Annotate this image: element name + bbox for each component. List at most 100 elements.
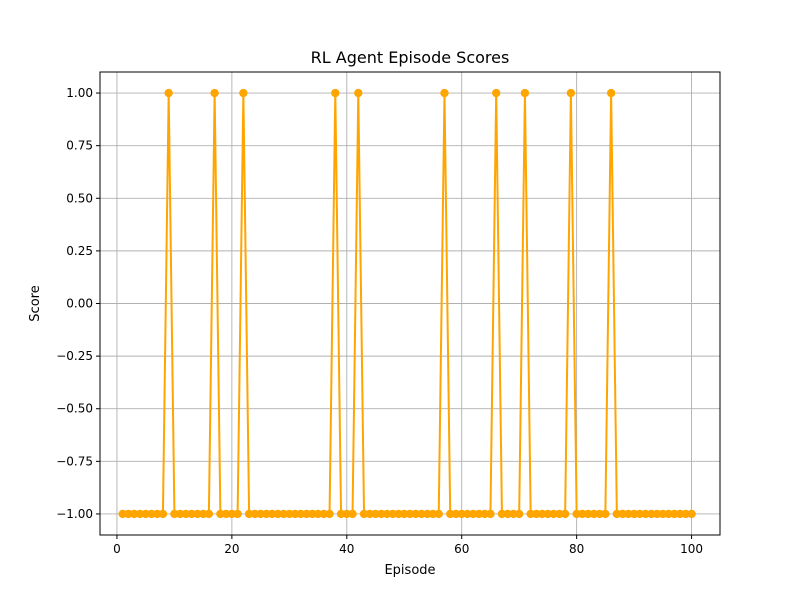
data-point bbox=[491, 88, 501, 98]
data-point bbox=[486, 509, 495, 519]
data-point bbox=[537, 509, 547, 519]
data-point bbox=[216, 509, 225, 519]
data-point bbox=[204, 509, 214, 519]
data-point bbox=[589, 509, 599, 519]
data-point bbox=[181, 509, 191, 519]
data-point bbox=[308, 509, 317, 519]
data-point bbox=[394, 509, 403, 519]
data-point bbox=[175, 509, 185, 519]
data-point bbox=[198, 509, 208, 519]
data-point bbox=[514, 509, 524, 519]
x-tick-label: 60 bbox=[454, 542, 469, 556]
data-point bbox=[233, 509, 242, 519]
x-tick-label: 100 bbox=[680, 542, 703, 556]
data-point bbox=[606, 88, 616, 98]
data-point bbox=[463, 509, 472, 519]
data-point bbox=[135, 509, 145, 519]
data-point bbox=[601, 509, 610, 519]
y-axis-label: Score bbox=[28, 285, 43, 321]
data-point bbox=[440, 88, 449, 98]
y-tick-label: 0.75 bbox=[66, 139, 93, 153]
data-point bbox=[359, 509, 369, 519]
data-point bbox=[141, 509, 150, 519]
data-point bbox=[152, 509, 162, 519]
data-point bbox=[629, 509, 639, 519]
y-tick-label: −0.50 bbox=[56, 402, 93, 416]
y-tick-label: 0.50 bbox=[66, 191, 93, 205]
data-point bbox=[256, 509, 265, 519]
data-point bbox=[210, 88, 219, 98]
data-point bbox=[417, 509, 426, 519]
data-point bbox=[578, 509, 587, 519]
data-point bbox=[371, 509, 380, 519]
data-point bbox=[187, 509, 196, 519]
data-point bbox=[457, 509, 466, 519]
data-point bbox=[532, 509, 541, 519]
data-point bbox=[543, 509, 553, 519]
data-point bbox=[382, 509, 392, 519]
data-point bbox=[451, 509, 461, 519]
y-tick-label: 0.00 bbox=[66, 297, 93, 311]
data-point bbox=[377, 509, 386, 519]
data-point bbox=[400, 509, 409, 519]
data-point bbox=[262, 509, 271, 519]
data-point bbox=[342, 509, 351, 519]
data-point bbox=[296, 509, 306, 519]
y-tick-label: −1.00 bbox=[56, 507, 93, 521]
data-point bbox=[583, 509, 593, 519]
data-point bbox=[170, 509, 179, 519]
data-point bbox=[118, 509, 127, 519]
data-point bbox=[348, 509, 357, 519]
data-point bbox=[319, 509, 329, 519]
data-point bbox=[647, 509, 656, 519]
data-point bbox=[354, 88, 363, 98]
data-point bbox=[560, 509, 570, 519]
data-point bbox=[664, 509, 673, 519]
data-point bbox=[641, 509, 650, 519]
y-tick-label: −0.75 bbox=[56, 454, 93, 468]
data-point bbox=[497, 509, 507, 519]
data-point bbox=[428, 509, 438, 519]
data-point bbox=[566, 88, 576, 98]
data-point bbox=[239, 88, 248, 98]
data-point bbox=[325, 509, 334, 519]
data-point bbox=[618, 509, 627, 519]
x-axis-label: Episode bbox=[384, 563, 435, 578]
axis-ticks: 0 20 40 60 80 100 −1.00 −0.75 −0.50 −0.25 0.00 0.25… bbox=[56, 86, 703, 556]
data-point bbox=[681, 509, 691, 519]
data-point bbox=[469, 509, 478, 519]
data-point bbox=[434, 509, 443, 519]
y-tick-label: 0.25 bbox=[66, 244, 93, 258]
x-tick-label: 40 bbox=[339, 542, 354, 556]
data-point bbox=[273, 509, 283, 519]
data-point bbox=[302, 509, 311, 519]
data-point bbox=[158, 509, 168, 519]
data-point bbox=[474, 509, 484, 519]
data-point bbox=[250, 509, 260, 519]
data-point bbox=[509, 509, 518, 519]
y-tick-label: −0.25 bbox=[56, 349, 93, 363]
data-point bbox=[124, 509, 133, 519]
data-point bbox=[624, 509, 633, 519]
data-point bbox=[336, 509, 346, 519]
data-point bbox=[279, 509, 288, 519]
grid bbox=[100, 72, 720, 535]
data-point bbox=[503, 509, 512, 519]
data-point bbox=[290, 509, 300, 519]
x-tick-label: 0 bbox=[113, 542, 121, 556]
data-point bbox=[635, 509, 645, 519]
data-point bbox=[652, 509, 662, 519]
data-point bbox=[221, 509, 231, 519]
data-point bbox=[129, 509, 139, 519]
data-point bbox=[549, 509, 558, 519]
data-point bbox=[411, 509, 420, 519]
data-point bbox=[595, 509, 604, 519]
data-point bbox=[285, 509, 294, 519]
data-point bbox=[423, 509, 432, 519]
data-point bbox=[164, 88, 173, 98]
data-point bbox=[480, 509, 489, 519]
data-point bbox=[675, 509, 685, 519]
x-tick-label: 20 bbox=[224, 542, 239, 556]
series-layer bbox=[118, 88, 696, 519]
